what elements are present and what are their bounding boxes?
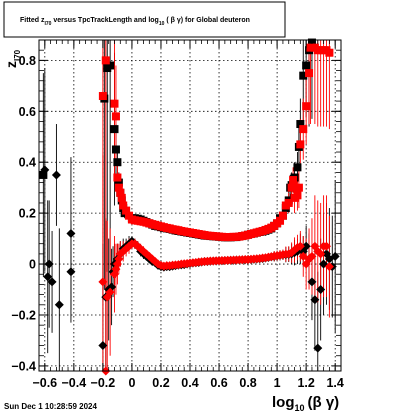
square-marker [325,48,334,57]
diamond-marker [316,285,326,295]
square-marker [293,163,302,172]
square-marker [299,71,308,80]
diamond-marker [321,241,331,251]
square-marker [287,183,296,192]
diamond-marker [105,287,115,297]
square-marker [122,206,131,215]
square-marker [284,198,293,207]
y-tick-label: −0.2 [11,308,36,322]
diamond-marker [301,241,311,251]
y-tick-label: 0.4 [19,156,36,170]
diamond-marker [98,341,108,351]
diamond-marker [98,277,108,287]
square-marker [114,178,123,187]
square-marker [110,125,119,134]
diamond-marker [295,241,305,251]
square-marker [299,125,308,134]
diamond-marker [54,300,64,310]
square-marker [106,61,115,70]
square-marker [119,201,128,210]
square-marker [289,176,298,185]
diamond-marker [44,259,54,269]
diamond-marker [324,262,334,272]
square-marker [117,193,126,202]
diamond-marker [51,170,61,180]
square-marker [111,112,120,121]
diamond-marker [316,249,326,259]
y-tick-label: −0.4 [11,359,36,373]
y-tick-label: 0.6 [19,105,36,119]
x-tick-label: 0 [128,376,135,390]
diamond-marker [43,272,53,282]
square-marker [302,102,311,111]
square-marker [116,188,125,197]
chart-title: Fitted zI70 versus TpcTrackLength and lo… [20,17,250,27]
square-marker [306,43,315,52]
square-marker [293,191,302,200]
diamond-marker [66,229,76,239]
data-markers [39,38,340,376]
x-tick-label: 1 [274,376,281,390]
x-tick-label: 0.2 [152,376,169,390]
square-marker [111,145,120,154]
x-tick-label: 0.4 [181,376,198,390]
diamond-marker [66,267,76,277]
y-tick-label: 0.2 [19,207,36,221]
diamond-marker [310,295,320,305]
x-tick-label: 0.8 [239,376,256,390]
square-marker [113,158,122,167]
square-marker [98,92,107,101]
axis-ticks: −0.6 −0.4 −0.2 0 0.2 0.4 0.6 0.8 1 1.2 1.4 −0.4 −0.2… [11,39,344,390]
x-tick-label: 1.2 [297,376,314,390]
y-tick-label: 0.8 [19,54,36,68]
y-axis-label: zI70 [3,49,22,68]
square-marker [276,216,285,225]
square-marker [296,140,305,149]
x-axis-label: log10 (β γ) [272,394,339,413]
diamond-marker [47,277,57,287]
x-tick-label: 0.6 [210,376,227,390]
diamond-marker [307,277,317,287]
square-marker [294,183,303,192]
timestamp-footer: Sun Dec 1 10:28:59 2024 [4,402,97,411]
x-tick-label: −0.4 [62,376,87,390]
square-marker [302,61,311,70]
x-tick-label: −0.6 [32,376,57,390]
square-marker [114,183,123,192]
square-marker [110,99,119,108]
square-marker [113,173,122,182]
x-tick-label: 1.4 [326,376,343,390]
x-tick-label: −0.2 [91,376,116,390]
y-tick-label: 0 [29,258,36,272]
square-marker [39,170,48,179]
square-marker [305,69,314,78]
diamond-marker [313,343,323,353]
square-marker [278,211,287,220]
chart-title-box: Fitted zI70 versus TpcTrackLength and lo… [3,1,286,38]
square-marker [101,56,110,65]
diamond-marker [307,251,317,261]
square-marker [296,120,305,129]
